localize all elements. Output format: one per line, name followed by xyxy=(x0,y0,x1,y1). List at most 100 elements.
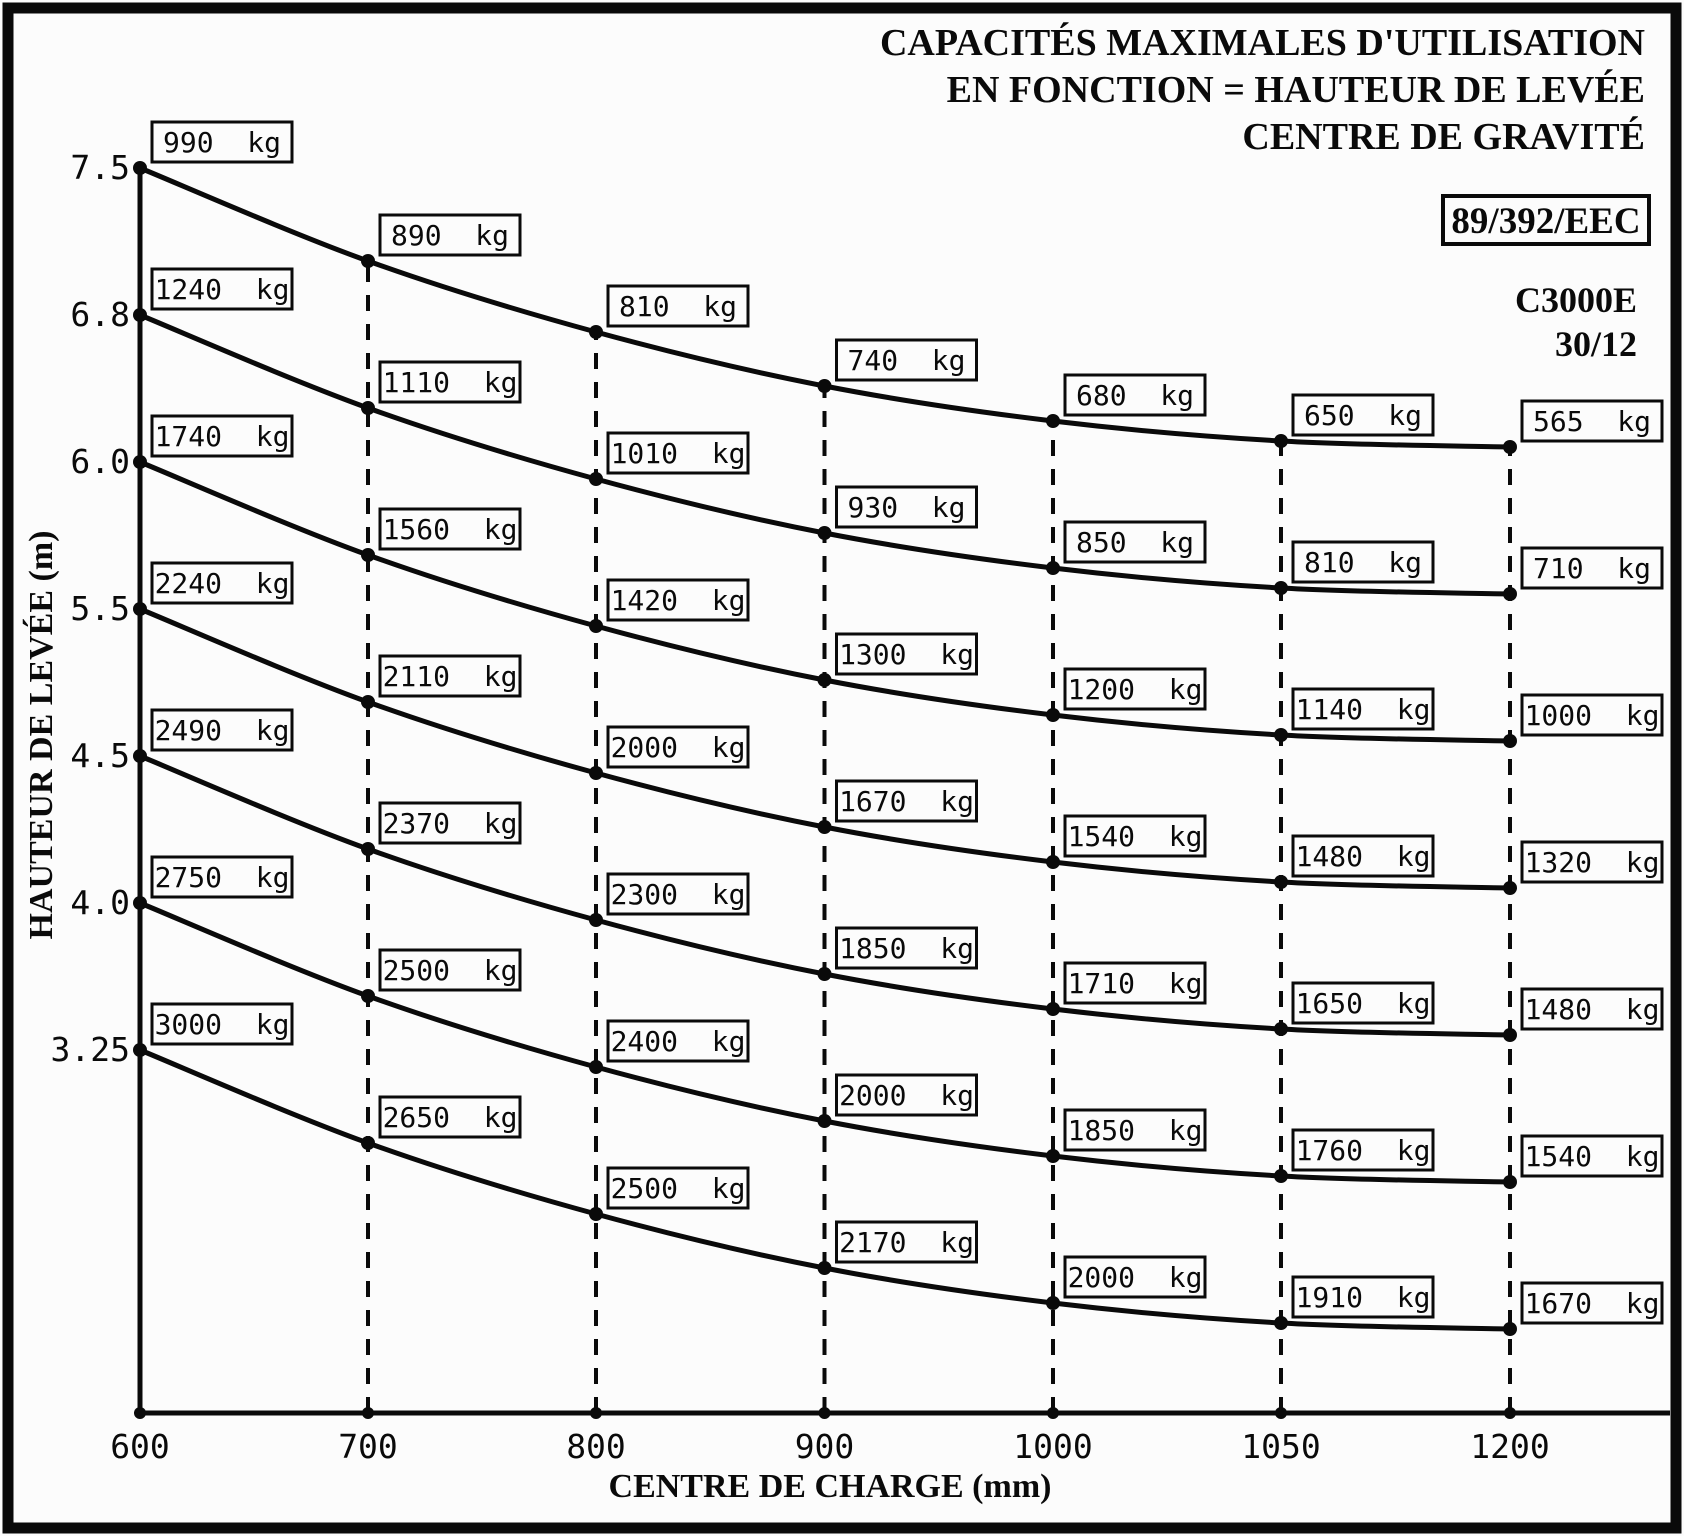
capacity-label: 1110 kg xyxy=(383,366,518,399)
capacity-label: 2110 kg xyxy=(383,660,518,693)
data-point xyxy=(1046,1149,1060,1163)
capacity-label-box xyxy=(606,872,750,916)
x-tick-label: 600 xyxy=(110,1427,170,1466)
capacity-label: 2000 kg xyxy=(1068,1261,1203,1294)
capacity-label-box xyxy=(150,267,294,311)
capacity-label-box xyxy=(835,1073,978,1117)
y-tick-label: 6.0 xyxy=(70,442,130,481)
capacity-label: 1670 kg xyxy=(839,785,974,818)
data-point xyxy=(1503,440,1517,454)
capacity-label: 1000 kg xyxy=(1525,699,1660,732)
x-axis-tick-dot xyxy=(1504,1407,1516,1419)
x-tick-label: 800 xyxy=(566,1427,626,1466)
data-point xyxy=(817,379,832,393)
capacity-label: 710 kg xyxy=(1533,552,1651,585)
capacity-label-box xyxy=(1063,1108,1207,1152)
data-point xyxy=(361,989,375,1003)
capacity-label-box xyxy=(1520,1281,1664,1325)
capacity-label-box xyxy=(835,1220,978,1264)
capacity-label: 1710 kg xyxy=(1068,967,1203,1000)
capacity-label-box xyxy=(1063,961,1207,1005)
y-tick-label: 4.0 xyxy=(70,883,130,922)
data-point xyxy=(817,673,832,687)
capacity-label-box xyxy=(1520,693,1664,737)
capacity-label: 1910 kg xyxy=(1296,1281,1431,1314)
capacity-label-box xyxy=(606,431,750,475)
capacity-label: 1540 kg xyxy=(1525,1140,1660,1173)
capacity-label-box xyxy=(150,708,294,752)
data-point xyxy=(817,967,832,981)
data-point xyxy=(1274,1316,1288,1330)
capacity-label: 1760 kg xyxy=(1296,1134,1431,1167)
capacity-label: 2170 kg xyxy=(839,1226,974,1259)
data-point xyxy=(1046,1002,1060,1016)
chart-title-line-2: EN FONCTION = HAUTEUR DE LEVÉE xyxy=(947,69,1645,111)
capacity-label: 2370 kg xyxy=(383,807,518,840)
y-tick-label: 6.8 xyxy=(70,295,130,334)
x-axis-tick-dot xyxy=(362,1407,374,1419)
capacity-label: 1420 kg xyxy=(611,584,746,617)
data-point xyxy=(589,1060,603,1074)
x-axis-tick-dot xyxy=(590,1407,602,1419)
capacity-label-box xyxy=(1520,546,1664,590)
capacity-label: 1740 kg xyxy=(155,420,290,453)
capacity-label: 1320 kg xyxy=(1525,846,1660,879)
capacity-label-box xyxy=(1291,540,1435,584)
capacity-label-box xyxy=(1291,687,1435,731)
capacity-label: 810 kg xyxy=(1304,546,1422,579)
data-point xyxy=(817,1114,832,1128)
capacity-label: 810 kg xyxy=(619,290,737,323)
capacity-label-box xyxy=(1291,981,1435,1025)
capacity-label-box xyxy=(835,779,978,823)
capacity-label-box xyxy=(150,855,294,899)
data-point xyxy=(133,161,147,175)
x-tick-label: 700 xyxy=(338,1427,398,1466)
capacity-label: 850 kg xyxy=(1076,526,1194,559)
capacity-label: 1200 kg xyxy=(1068,673,1203,706)
data-point xyxy=(1274,1169,1288,1183)
capacity-label: 1010 kg xyxy=(611,437,746,470)
data-point xyxy=(589,766,603,780)
capacity-label-box xyxy=(1520,1134,1664,1178)
capacity-label-box xyxy=(606,1166,750,1210)
y-tick-label: 3.25 xyxy=(51,1030,130,1069)
capacity-label-box xyxy=(1063,667,1207,711)
capacity-label-box xyxy=(835,632,978,676)
capacity-label: 2490 kg xyxy=(155,714,290,747)
data-point xyxy=(589,472,603,486)
capacity-label-box xyxy=(378,948,522,992)
capacity-label-box xyxy=(1520,399,1664,443)
capacity-label-box xyxy=(606,725,750,769)
capacity-label: 1240 kg xyxy=(155,273,290,306)
capacity-label: 1850 kg xyxy=(1068,1114,1203,1147)
x-tick-label: 900 xyxy=(795,1427,855,1466)
data-point xyxy=(589,325,603,339)
data-point xyxy=(589,619,603,633)
data-point xyxy=(133,602,147,616)
data-point xyxy=(133,455,147,469)
x-axis-tick-dot xyxy=(818,1407,831,1419)
data-point xyxy=(1046,414,1060,428)
capacity-label-box xyxy=(1291,1128,1435,1172)
capacity-label-box xyxy=(378,360,522,404)
regulation-badge-text: 89/392/EEC xyxy=(1451,201,1640,242)
data-point xyxy=(1503,881,1517,895)
y-tick-label: 4.5 xyxy=(70,736,130,775)
capacity-label-box xyxy=(378,1095,522,1139)
capacity-label: 650 kg xyxy=(1304,399,1422,432)
capacity-label: 1560 kg xyxy=(383,513,518,546)
capacity-label-box xyxy=(150,1002,294,1046)
capacity-label-box xyxy=(1291,834,1435,878)
capacity-label: 2240 kg xyxy=(155,567,290,600)
capacity-label: 1480 kg xyxy=(1525,993,1660,1026)
plot-area: 600 700 800 900 1000 1050 1200 7.5 990 kg 890 kg 8… xyxy=(51,120,1670,1466)
capacity-label-box xyxy=(1520,987,1664,1031)
capacity-label-box xyxy=(835,926,978,970)
capacity-label-box xyxy=(606,578,750,622)
x-axis-title: CENTRE DE CHARGE (mm) xyxy=(609,1468,1052,1505)
data-point xyxy=(361,401,375,415)
data-point xyxy=(1503,587,1517,601)
